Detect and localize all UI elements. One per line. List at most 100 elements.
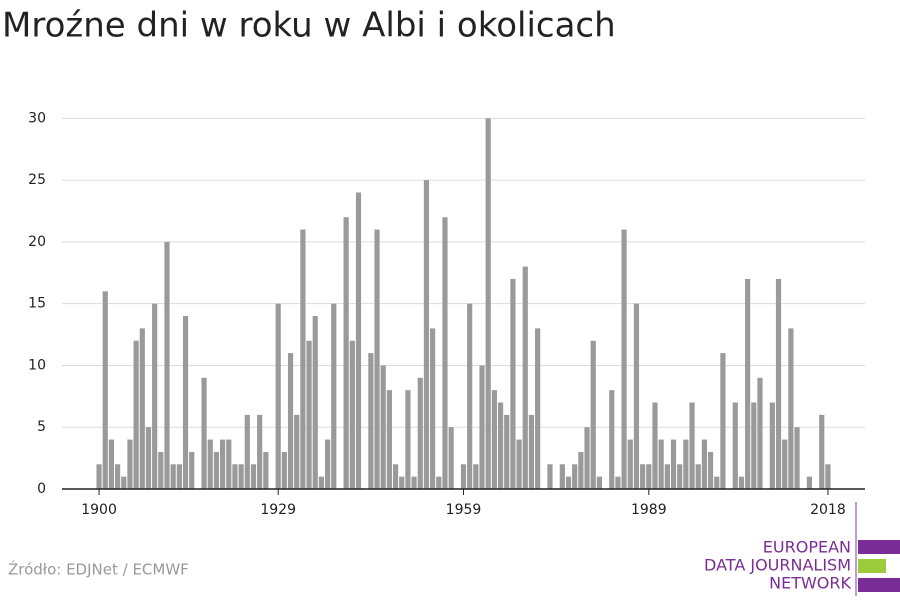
bar <box>355 192 362 489</box>
source: Źródło: EDJNet / ECMWF <box>8 560 189 579</box>
bar <box>411 476 417 489</box>
bar <box>720 353 726 489</box>
bar <box>572 464 578 489</box>
bar <box>108 439 115 489</box>
bar <box>213 451 220 489</box>
y-tick-label: 0 <box>37 481 46 497</box>
bar <box>627 439 633 489</box>
bar <box>646 464 652 489</box>
bar <box>609 390 615 489</box>
y-tick-label: 25 <box>28 172 46 188</box>
logo-bar <box>858 559 886 573</box>
bar <box>732 402 738 489</box>
bar <box>683 439 689 489</box>
bar <box>189 451 195 489</box>
y-tick-label: 20 <box>28 234 46 250</box>
bar <box>751 402 757 489</box>
bar <box>565 476 572 489</box>
bar <box>368 353 374 489</box>
bar <box>491 390 497 489</box>
bar <box>294 414 300 489</box>
bar <box>145 427 152 489</box>
bar <box>652 402 658 489</box>
chart-title: Mroźne dni w roku w Albi i okolicach <box>2 6 616 46</box>
bar <box>689 402 695 489</box>
bar <box>707 451 714 489</box>
bar <box>436 476 442 489</box>
bar <box>547 464 553 489</box>
bar <box>590 340 596 489</box>
bar <box>670 439 677 489</box>
bar <box>825 464 831 489</box>
x-tick-label: 1900 <box>81 502 117 518</box>
bar <box>392 464 399 489</box>
bar <box>275 303 281 489</box>
bar <box>349 340 355 489</box>
bar <box>287 353 294 489</box>
bar <box>485 118 491 490</box>
x-tick-label: 2018 <box>810 502 846 518</box>
bar <box>448 427 454 489</box>
logo: EUROPEAN DATA JOURNALISM NETWORK <box>704 502 900 596</box>
bar <box>757 377 763 489</box>
bar <box>769 402 775 489</box>
bar <box>96 464 102 489</box>
bar <box>522 266 528 489</box>
bar <box>578 451 584 489</box>
bar <box>559 464 565 489</box>
bar <box>121 476 127 489</box>
bar <box>615 476 621 489</box>
bar <box>158 451 164 489</box>
bar <box>510 278 516 489</box>
bar <box>263 451 269 489</box>
bar <box>596 476 602 489</box>
bar <box>182 316 189 489</box>
bar <box>782 439 788 489</box>
bar <box>677 464 683 489</box>
bar <box>220 439 226 489</box>
bar <box>497 402 504 489</box>
bar <box>399 476 405 489</box>
bar <box>250 464 257 489</box>
bar <box>745 278 751 489</box>
bar <box>714 476 720 489</box>
bar <box>584 427 590 489</box>
y-tick-label: 15 <box>28 296 46 312</box>
bar <box>788 328 794 489</box>
bar <box>473 464 479 489</box>
bar <box>306 340 312 489</box>
x-tick-label: 1989 <box>631 502 667 518</box>
bar <box>374 229 380 489</box>
bar <box>127 439 133 489</box>
bar <box>164 241 170 489</box>
bar <box>695 464 701 489</box>
logo-text: NETWORK <box>769 574 851 593</box>
bar <box>479 365 485 489</box>
logo-bar <box>858 578 900 592</box>
bar <box>528 414 535 489</box>
bar <box>152 303 158 489</box>
bar <box>257 414 263 489</box>
bar <box>442 217 448 489</box>
bar <box>325 439 331 489</box>
bar <box>430 328 436 489</box>
bar <box>423 180 430 489</box>
bar <box>139 328 145 489</box>
bar <box>621 229 627 489</box>
y-tick-label: 10 <box>28 357 46 373</box>
bar <box>794 427 800 489</box>
bar <box>102 291 108 489</box>
bar <box>201 377 207 489</box>
logo-text: EUROPEAN <box>763 538 851 557</box>
bar <box>238 464 244 489</box>
bar <box>386 390 392 489</box>
bar <box>170 464 176 489</box>
bar <box>658 439 664 489</box>
y-tick-label: 5 <box>37 419 46 435</box>
bar <box>207 439 213 489</box>
bar <box>343 217 349 489</box>
bar <box>738 476 745 489</box>
bar <box>281 451 287 489</box>
logo-text: DATA JOURNALISM <box>704 556 851 575</box>
